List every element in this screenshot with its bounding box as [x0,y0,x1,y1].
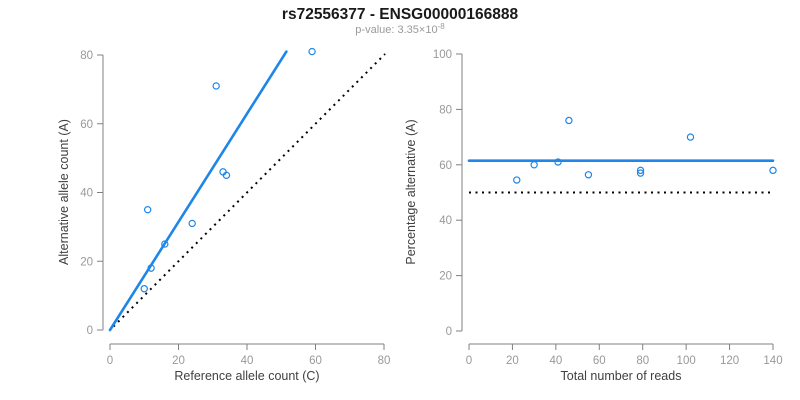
p-value-text: p-value: 3.35×10 [355,24,437,36]
data-point [222,171,231,180]
x-tick-label: 0 [466,355,472,367]
x-tick-label: 40 [549,355,562,367]
data-point [212,82,220,90]
fit-line [108,50,288,332]
data-point [308,47,316,56]
x-tick-label: 0 [107,355,113,367]
p-value-exponent: -8 [438,22,446,31]
x-tick-label: 60 [593,355,606,367]
y-tick-label: 80 [439,104,452,116]
plot-right-dynamic: 0 20 40 60 80 100 120 140 0 20 40 60 80 100 [433,49,783,367]
y-tick-label: 20 [80,256,93,268]
dotted-reference-line [112,53,386,328]
y-tick-label: 40 [439,215,452,227]
y-tick-label: 0 [87,325,93,337]
x-tick-label: 80 [636,355,649,367]
plot-right: Total number of reads Percentage alterna… [404,49,783,383]
x-tick-label: 60 [309,355,322,367]
x-tick-label: 80 [378,355,391,367]
y-tick-label: 60 [80,119,93,131]
x-tick-label: 140 [763,355,782,367]
figure-title: rs72556377 - ENSG00000166888 [282,6,519,23]
data-point [769,166,777,175]
data-point [530,161,538,169]
y-tick-label: 0 [446,326,452,338]
x-tick-label: 20 [172,355,185,367]
y-tick-label: 20 [439,271,452,283]
y-tick-label: 40 [80,188,93,200]
data-point [584,171,593,179]
left-y-axis-title: Alternative allele count (A) [57,119,71,265]
data-point [143,205,152,214]
plot-left: Reference allele count (C) Alternative a… [57,47,391,383]
left-x-axis-title: Reference allele count (C) [174,369,319,383]
right-y-axis-title: Percentage alternative (A) [404,119,418,264]
right-x-axis-title: Total number of reads [561,369,682,383]
data-point [140,285,148,293]
data-point [636,166,645,175]
data-point [147,264,155,272]
data-point [636,169,645,177]
x-tick-label: 40 [241,355,254,367]
data-point [565,116,573,125]
y-tick-label: 100 [433,49,452,61]
x-tick-label: 120 [720,355,739,367]
data-point [554,158,562,166]
y-tick-label: 60 [439,160,452,172]
x-tick-label: 100 [677,355,696,367]
data-point [686,133,695,141]
x-tick-label: 20 [506,355,519,367]
plot-left-dynamic: 0 20 40 60 80 0 20 40 60 80 [80,47,391,367]
data-point [513,176,521,184]
data-point [188,219,196,228]
data-point [161,240,169,248]
figure-subtitle: p-value: 3.35×10-8 [355,22,445,36]
y-tick-label: 80 [80,50,93,62]
